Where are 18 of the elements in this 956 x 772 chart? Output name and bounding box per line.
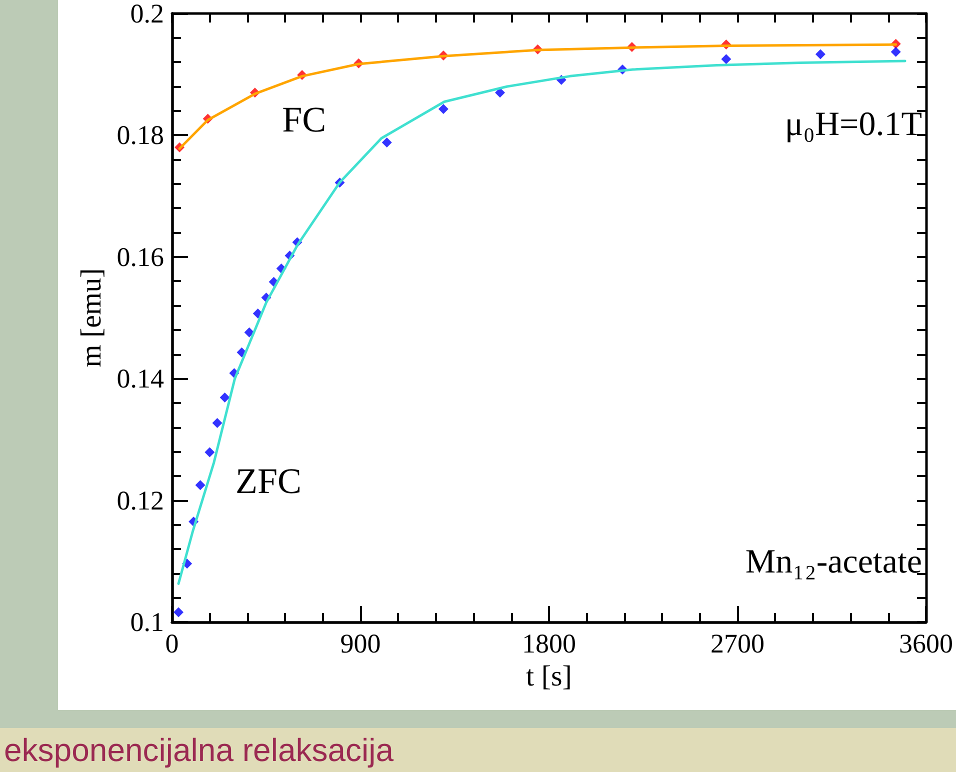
text: eksponencijalna relaksacija [4, 732, 394, 768]
x-axis-title: t [s] [526, 660, 572, 692]
y-axis-title: m [emu] [75, 268, 108, 368]
y-tick-label: 0.2 [130, 0, 164, 28]
y-tick-label: 0.14 [116, 364, 164, 394]
annotation: ZFC [236, 461, 302, 502]
y-tick-label: 0.12 [116, 485, 164, 516]
x-tick-label: 900 [340, 628, 381, 658]
x-tick-label: 2700 [710, 628, 764, 658]
x-tick-label: 3600 [899, 628, 953, 658]
y-tick-label: 0.16 [116, 242, 164, 272]
annotation: FC [282, 99, 326, 140]
x-tick-label: 1800 [522, 628, 576, 658]
annotation: μ₀H=0.1T [784, 106, 922, 144]
y-tick-label: 0.18 [116, 120, 164, 150]
x-tick-label: 0 [165, 628, 179, 658]
annotation: Mn₁₂-acetate [745, 544, 922, 580]
y-tick-label: 0.1 [130, 607, 164, 637]
